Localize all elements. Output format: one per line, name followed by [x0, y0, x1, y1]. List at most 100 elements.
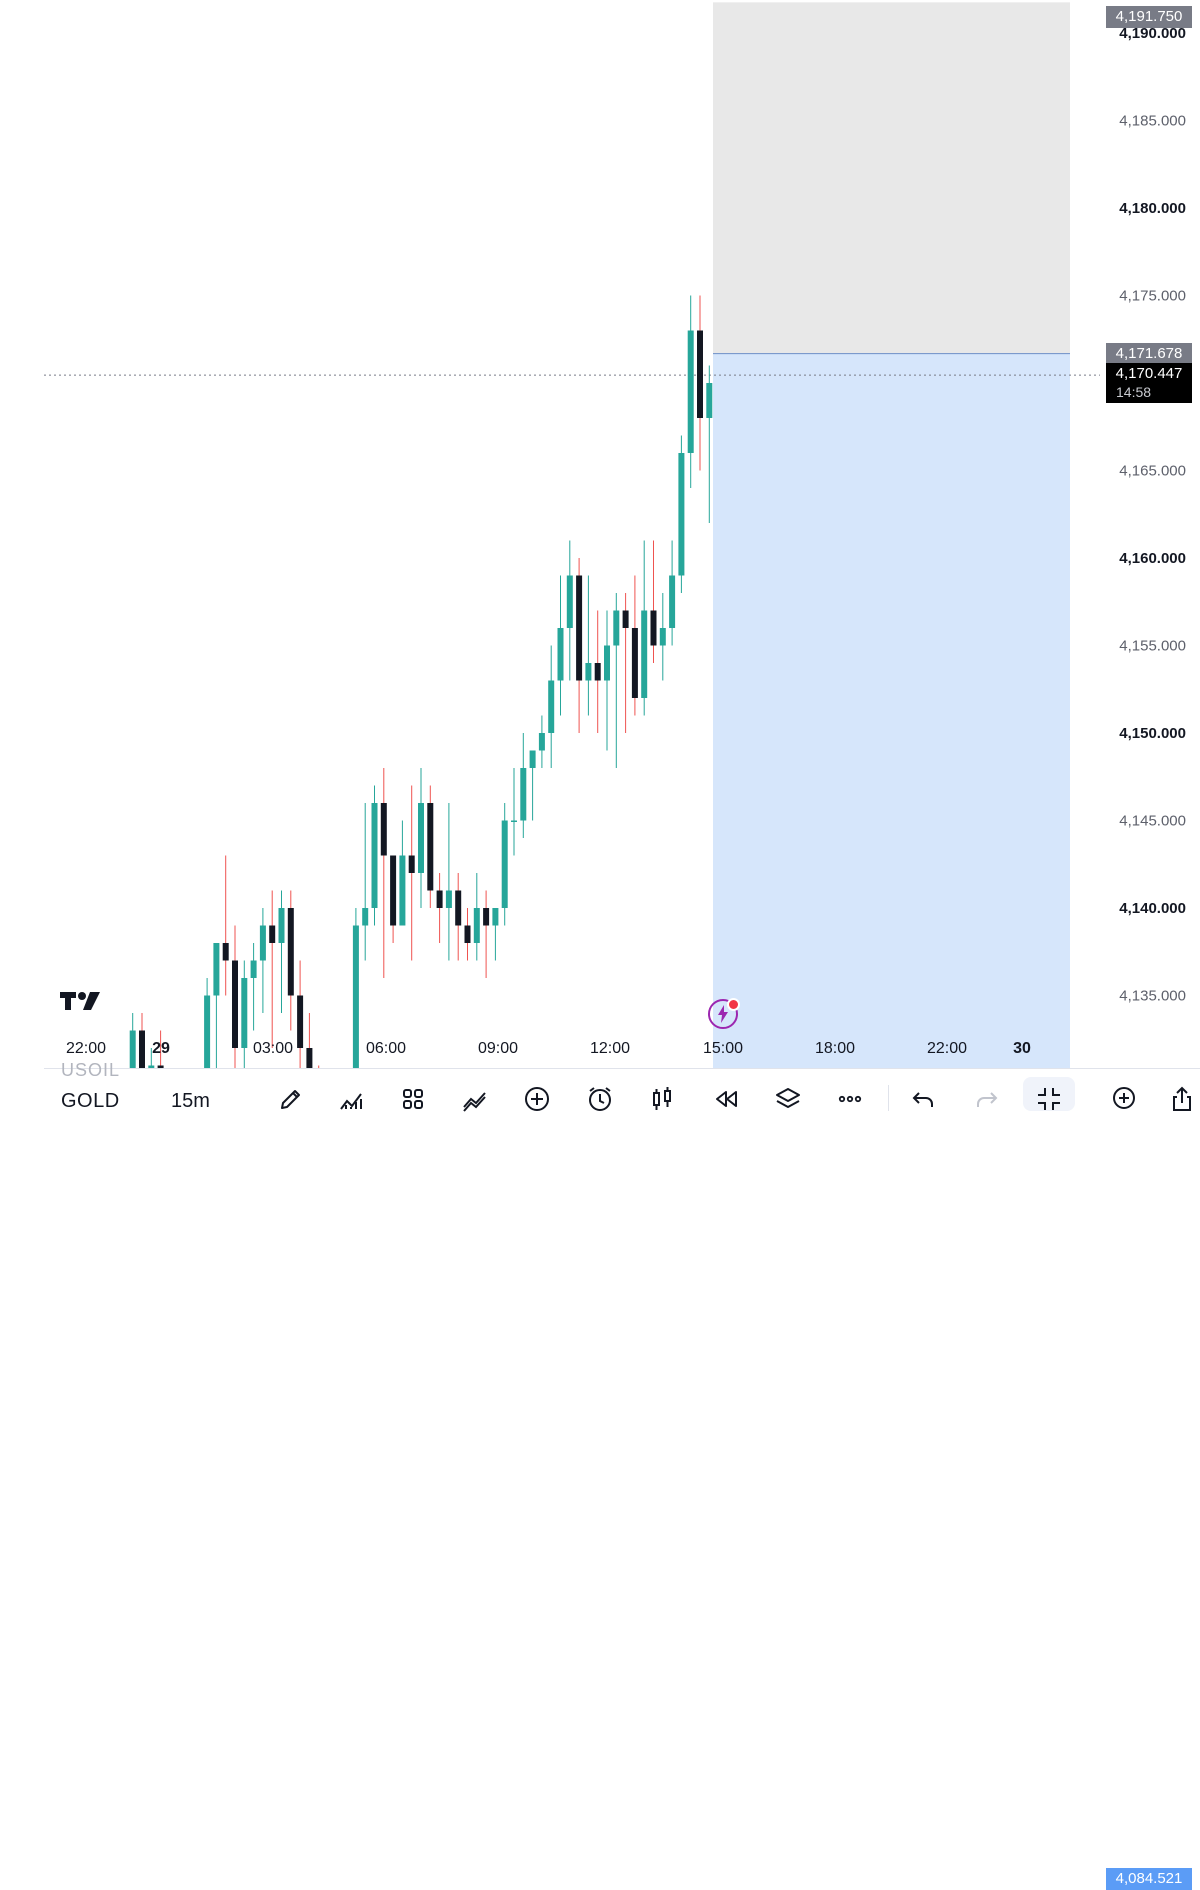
layers-button[interactable]	[774, 1085, 804, 1115]
symbol-button[interactable]: GOLD	[61, 1090, 120, 1112]
candle-body	[250, 960, 257, 978]
candle	[399, 820, 406, 926]
layers-icon	[776, 1088, 800, 1108]
candle-body	[390, 855, 397, 926]
draw-tool-button[interactable]	[277, 1085, 307, 1115]
position-tool[interactable]	[44, 2, 1100, 1070]
time-tick-label: 06:00	[365, 1040, 407, 1057]
candle-body	[548, 680, 555, 733]
collapse-icon	[1038, 1088, 1060, 1110]
indicators-icon	[340, 1093, 362, 1110]
candle-body	[492, 908, 499, 926]
candle	[557, 575, 564, 716]
toolbar-divider	[44, 1068, 1200, 1069]
candle-body	[659, 628, 666, 646]
candle-body	[678, 453, 685, 576]
candle-body	[650, 610, 657, 646]
candle	[566, 540, 573, 681]
candle	[380, 768, 387, 978]
share-button[interactable]	[1168, 1085, 1198, 1115]
previous-symbol[interactable]: USOIL	[61, 1060, 121, 1080]
candle-body	[306, 1048, 313, 1070]
chart-type-button[interactable]	[648, 1085, 678, 1115]
candle	[659, 593, 666, 681]
more-button[interactable]	[836, 1085, 866, 1115]
time-tick-label: 22:00	[65, 1040, 107, 1057]
price-tick-label: 4,145.000	[1119, 813, 1186, 830]
redo-button[interactable]	[972, 1085, 1002, 1115]
candle-body	[445, 890, 452, 908]
price-chart[interactable]: 4,190.000 4,185.000 4,180.000 4,175.000 4,16…	[0, 0, 1200, 1070]
candle	[204, 978, 211, 1070]
entry-price-tag: 4,171.678	[1106, 342, 1192, 365]
alarm-clock-icon	[589, 1087, 611, 1111]
time-tick-label: 29	[152, 1040, 170, 1057]
candle	[455, 873, 462, 961]
news-flash-icon[interactable]	[708, 998, 740, 1029]
candle-body	[148, 1065, 155, 1070]
candle	[139, 1013, 145, 1070]
candle	[241, 960, 248, 1070]
alert-button[interactable]	[586, 1085, 616, 1115]
candle-body	[529, 750, 536, 768]
more-dots-icon	[838, 1095, 862, 1103]
time-tick-label: 09:00	[477, 1040, 519, 1057]
undo-icon	[912, 1092, 933, 1107]
active-tool-highlight	[1023, 1077, 1075, 1111]
price-tick-label: 4,180.000	[1119, 200, 1186, 217]
compare-button[interactable]	[461, 1085, 491, 1115]
share-icon	[1173, 1086, 1191, 1111]
candle	[520, 733, 527, 838]
zoom-in-button[interactable]	[1110, 1085, 1140, 1115]
candle-body	[232, 960, 238, 1048]
price-tick-label: 4,160.000	[1119, 550, 1186, 567]
candle	[297, 960, 304, 1070]
grid-icon	[403, 1089, 423, 1109]
price-tick-label: 4,140.000	[1119, 900, 1186, 917]
candle-body	[213, 943, 220, 996]
stop-price-tag: 4,084.521	[1106, 1867, 1192, 1890]
candle-body	[613, 610, 620, 646]
candle-body	[566, 575, 573, 628]
fullscreen-exit-button[interactable]	[1035, 1085, 1065, 1115]
rewind-icon	[716, 1091, 737, 1107]
candle-body	[352, 925, 359, 1070]
candle-body	[604, 645, 610, 681]
indicators-button[interactable]	[337, 1085, 367, 1115]
target-zone[interactable]	[713, 2, 1070, 354]
price-tick-label: 4,165.000	[1119, 463, 1186, 480]
candle-body	[641, 610, 648, 698]
stop-zone[interactable]	[713, 353, 1070, 1070]
interval-button[interactable]: 15m	[171, 1090, 210, 1112]
candle-body	[622, 610, 629, 628]
candle	[408, 785, 415, 961]
candle-body	[241, 978, 248, 1048]
candle	[222, 855, 229, 996]
candle-body	[631, 628, 638, 698]
candle-body	[576, 575, 583, 681]
candle	[641, 540, 648, 716]
templates-button[interactable]	[399, 1085, 429, 1115]
candle-body	[129, 1030, 136, 1070]
candle	[362, 803, 369, 961]
candle	[352, 908, 359, 1070]
candle	[287, 890, 294, 1031]
candle	[613, 593, 620, 768]
candle-body	[511, 820, 517, 822]
price-axis[interactable]: 4,190.000 4,185.000 4,180.000 4,175.000 4,16…	[1119, 25, 1186, 1070]
candle	[445, 803, 452, 961]
candle-body	[687, 330, 694, 453]
replay-button[interactable]	[712, 1085, 742, 1115]
bar-countdown: 14:58	[1116, 384, 1152, 401]
add-button[interactable]	[523, 1085, 553, 1115]
current-price-value: 4,170.447	[1115, 365, 1183, 383]
candle	[418, 768, 424, 908]
candle-body	[287, 908, 294, 996]
candle-body	[473, 908, 480, 943]
pencil-icon	[281, 1090, 300, 1109]
candle	[511, 768, 517, 856]
undo-button[interactable]	[910, 1085, 940, 1115]
candle	[129, 1013, 136, 1070]
candle	[250, 943, 257, 1031]
time-tick-label: 15:00	[702, 1040, 744, 1057]
